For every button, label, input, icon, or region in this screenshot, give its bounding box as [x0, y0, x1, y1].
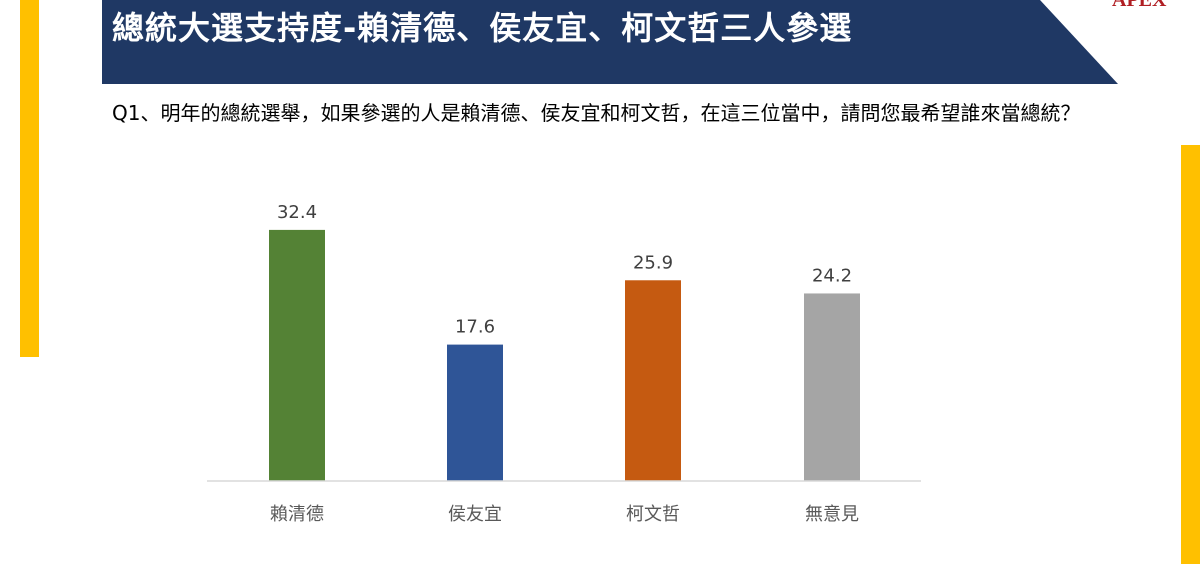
right-accent-bar — [1181, 145, 1200, 564]
bar-4 — [804, 293, 860, 481]
category-label-1: 賴清德 — [270, 504, 324, 525]
left-accent-bar — [20, 0, 39, 357]
bar-2 — [447, 344, 503, 481]
data-label-1: 32.4 — [277, 202, 317, 223]
title-banner — [102, 0, 1118, 84]
data-label-4: 24.2 — [812, 265, 852, 286]
bar-3 — [625, 280, 681, 481]
category-label-2: 侯友宜 — [448, 504, 502, 525]
survey-question: Q1、明年的總統選舉，如果參選的人是賴清德、侯友宜和柯文哲，在這三位當中，請問您… — [112, 101, 1081, 125]
data-label-2: 17.6 — [455, 317, 495, 338]
bar-1 — [269, 229, 325, 481]
title-banner-shape — [102, 0, 1118, 84]
corner-logo: APEX — [1112, 0, 1167, 11]
data-label-3: 25.9 — [633, 252, 673, 273]
category-label-3: 柯文哲 — [626, 504, 680, 525]
page-title: 總統大選支持度-賴清德、侯友宜、柯文哲三人參選 — [112, 9, 853, 47]
category-label-4: 無意見 — [805, 504, 859, 525]
